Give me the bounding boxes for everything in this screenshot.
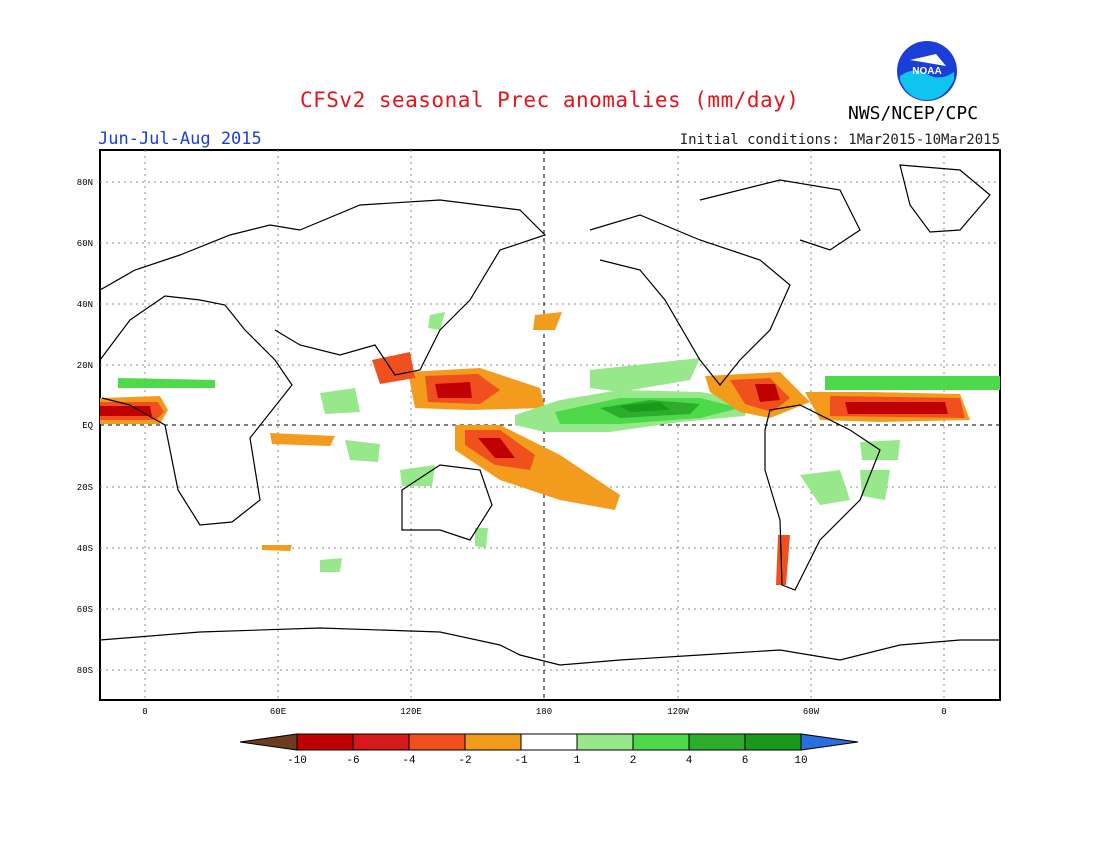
lat-label: 20N [77, 361, 93, 371]
colorbar-swatch [408, 733, 466, 751]
colorbar-label: -4 [402, 755, 416, 767]
colorbar-label: -10 [287, 755, 307, 767]
lat-label: 40S [77, 544, 93, 554]
lat-label: 60S [77, 605, 93, 615]
colorbar-label: 6 [742, 755, 749, 767]
initial-conditions-label: Initial conditions: 1Mar2015-10Mar2015 [679, 132, 1000, 148]
coastlines [99, 164, 1000, 666]
lat-label: 20S [77, 483, 93, 493]
lat-label: 60N [77, 239, 93, 249]
colorbar-label: -1 [514, 755, 528, 767]
lat-label: 80S [77, 666, 93, 676]
colorbar-label: 1 [574, 755, 581, 767]
precip-anomaly-patches [100, 312, 1000, 585]
lon-label: 60W [803, 707, 820, 717]
colorbar-arrow-left [239, 733, 298, 751]
lat-label: EQ [82, 421, 93, 431]
colorbar-label: 10 [794, 755, 807, 767]
noaa-logo: NOAA [897, 41, 957, 101]
colorbar-label: 2 [630, 755, 637, 767]
latitude-labels: 80N 60N 40N 20N EQ 20S 40S 60S 80S [77, 178, 93, 676]
colorbar-swatch [520, 733, 578, 751]
lon-label: 0 [142, 707, 147, 717]
lon-label: 0 [941, 707, 946, 717]
colorbar-label: -6 [346, 755, 359, 767]
colorbar-arrow-right [800, 733, 859, 751]
colorbar-swatch [576, 733, 634, 751]
colorbar-swatch [352, 733, 410, 751]
colorbar-swatch [296, 733, 354, 751]
colorbar: -10 -6 -4 -2 -1 1 2 4 6 10 [239, 733, 859, 767]
colorbar-swatch [632, 733, 690, 751]
colorbar-label: 4 [686, 755, 693, 767]
colorbar-swatch [464, 733, 522, 751]
colorbar-swatch [744, 733, 802, 751]
lon-label: 120E [400, 707, 422, 717]
longitude-labels: 0 60E 120E 180 120W 60W 0 [142, 707, 946, 717]
svg-text:NOAA: NOAA [912, 66, 941, 77]
season-label: Jun-Jul-Aug 2015 [98, 129, 262, 149]
lon-label: 60E [270, 707, 286, 717]
grid-lines [100, 150, 1000, 700]
colorbar-swatch [688, 733, 746, 751]
map-title: CFSv2 seasonal Prec anomalies (mm/day) [300, 88, 800, 112]
colorbar-label: -2 [458, 755, 471, 767]
lat-label: 40N [77, 300, 93, 310]
agency-label: NWS/NCEP/CPC [848, 103, 979, 124]
lon-label: 180 [536, 707, 552, 717]
lon-label: 120W [667, 707, 689, 717]
lat-label: 80N [77, 178, 93, 188]
